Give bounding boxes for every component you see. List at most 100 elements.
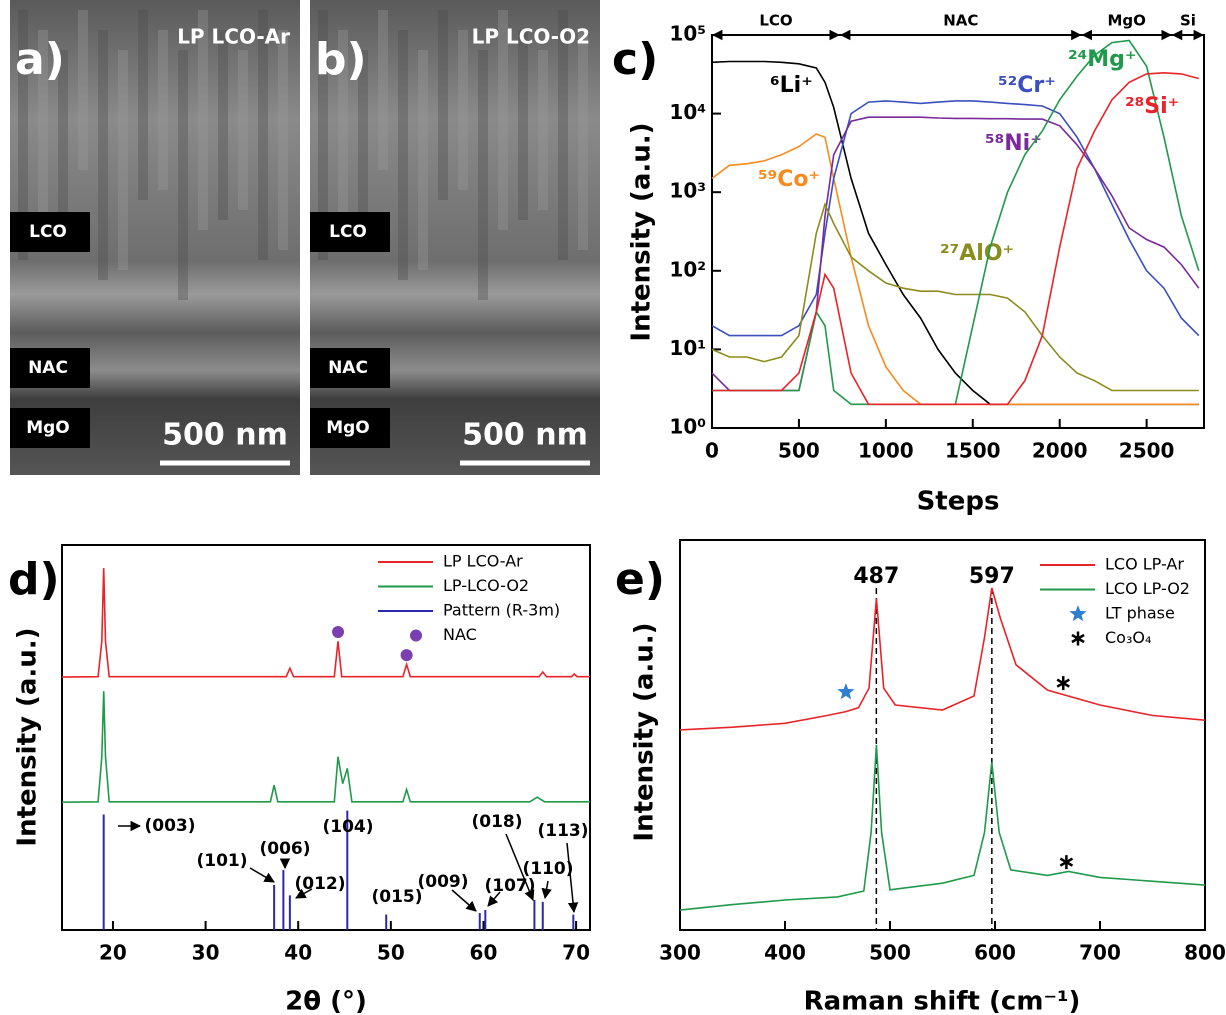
series-label: ²⁴Mg⁺ — [1068, 47, 1137, 72]
x-tick-label: 20 — [99, 941, 127, 965]
sem-texture — [158, 30, 168, 190]
marker-dot — [400, 649, 413, 662]
x-tick-label: 1500 — [945, 439, 1001, 463]
panel-label: b) — [315, 34, 367, 85]
peak-label: (006) — [259, 839, 310, 859]
label-arrow — [505, 833, 535, 901]
sem-texture — [378, 10, 388, 170]
label-arrow — [487, 891, 501, 907]
peak-annotation: 597 — [969, 564, 1015, 589]
sem-texture — [358, 50, 368, 240]
panel-label: a) — [15, 34, 65, 85]
region-label: LCO — [759, 12, 792, 30]
series-label: ²⁷AlO⁺ — [940, 241, 1014, 266]
image-title: LP LCO-Ar — [177, 25, 290, 49]
layer-tag — [310, 408, 390, 448]
sem-texture — [558, 10, 568, 260]
layer-label: MgO — [326, 418, 370, 438]
layer-tag — [310, 348, 390, 388]
y-tick-label: 10³ — [669, 179, 706, 203]
y-tick-label: 10⁵ — [669, 22, 706, 46]
label-arrow — [566, 842, 579, 914]
marker-asterisk — [1059, 855, 1074, 870]
series-line — [679, 587, 1206, 731]
legend-swatch — [410, 629, 422, 642]
sem-texture — [258, 10, 268, 260]
x-tick-label: 70 — [562, 941, 590, 965]
plot-frame — [61, 544, 591, 931]
peak-annotation: 487 — [853, 564, 899, 589]
y-axis-title: Intensity (a.u.) — [13, 627, 43, 846]
panel-label: e) — [615, 554, 665, 605]
peak-label: (018) — [471, 812, 522, 832]
peak-label: (104) — [322, 817, 373, 837]
plot-frame — [679, 539, 1206, 931]
series-line — [711, 202, 1199, 392]
sem-texture — [238, 50, 248, 210]
series-label: ²⁸Si⁺ — [1125, 94, 1179, 119]
x-tick-label: 400 — [764, 941, 806, 965]
y-axis-title: Intensity (a.u.) — [630, 622, 660, 841]
legend-label: LCO LP-O2 — [1105, 579, 1190, 598]
sem-texture — [438, 10, 448, 200]
panel-label: d) — [8, 554, 60, 605]
label-arrow — [541, 880, 552, 900]
peak-label: (009) — [417, 872, 468, 892]
layer-label: MgO — [26, 418, 70, 438]
series-label: ⁵⁹Co⁺ — [758, 167, 820, 192]
asterisk-stroke — [1071, 633, 1085, 644]
peak-label: (101) — [196, 851, 247, 871]
layer-label: LCO — [29, 222, 67, 242]
legend-label: Co₃O₄ — [1105, 628, 1151, 647]
label-arrow — [249, 867, 275, 883]
x-tick-label: 2500 — [1119, 439, 1175, 463]
marker-star — [837, 683, 855, 700]
peak-label: (107) — [484, 876, 535, 896]
sem-texture — [518, 30, 528, 220]
peak-label: (110) — [522, 859, 573, 879]
layer-label: NAC — [328, 358, 368, 378]
x-tick-label: 50 — [377, 941, 405, 965]
sem-texture — [98, 30, 108, 280]
series-line — [61, 691, 590, 803]
legend-label: LP-LCO-O2 — [443, 576, 529, 595]
asterisk-stroke — [1056, 678, 1070, 688]
region-label: NAC — [943, 12, 978, 30]
layer-label: NAC — [28, 358, 68, 378]
peak-label: (012) — [294, 874, 345, 894]
series-line — [61, 568, 590, 678]
sem-texture — [38, 30, 48, 250]
legend-label: Pattern (R-3m) — [443, 601, 560, 620]
peak-label: (003) — [144, 816, 195, 836]
layer-tag — [10, 348, 90, 388]
sem-texture — [58, 50, 68, 240]
legend-swatch — [1071, 631, 1085, 646]
peak-label: (015) — [371, 887, 422, 907]
x-tick-label: 300 — [659, 941, 701, 965]
y-tick-label: 10² — [669, 257, 706, 281]
legend-label: NAC — [443, 625, 477, 644]
x-axis-title: 2θ (°) — [285, 987, 367, 1015]
marker-asterisk — [1056, 676, 1070, 691]
x-tick-label: 500 — [869, 941, 911, 965]
x-tick-label: 40 — [284, 941, 312, 965]
x-tick-label: 1000 — [858, 439, 914, 463]
scale-bar-label: 500 nm — [462, 418, 588, 453]
region-label: Si — [1180, 12, 1196, 30]
x-tick-label: 30 — [192, 941, 220, 965]
layer-tag — [10, 212, 90, 252]
x-axis-title: Steps — [917, 487, 1000, 517]
label-arrow — [295, 888, 313, 899]
region-label: MgO — [1108, 12, 1146, 30]
x-tick-label: 2000 — [1032, 439, 1088, 463]
legend-label: LT phase — [1105, 604, 1175, 623]
label-arrow — [451, 889, 477, 912]
x-tick-label: 0 — [705, 439, 719, 463]
sem-texture — [538, 50, 548, 210]
sem-texture — [418, 50, 428, 270]
sem-texture — [578, 30, 588, 250]
series-label: ⁶Li⁺ — [770, 73, 813, 98]
sem-texture — [198, 10, 208, 230]
